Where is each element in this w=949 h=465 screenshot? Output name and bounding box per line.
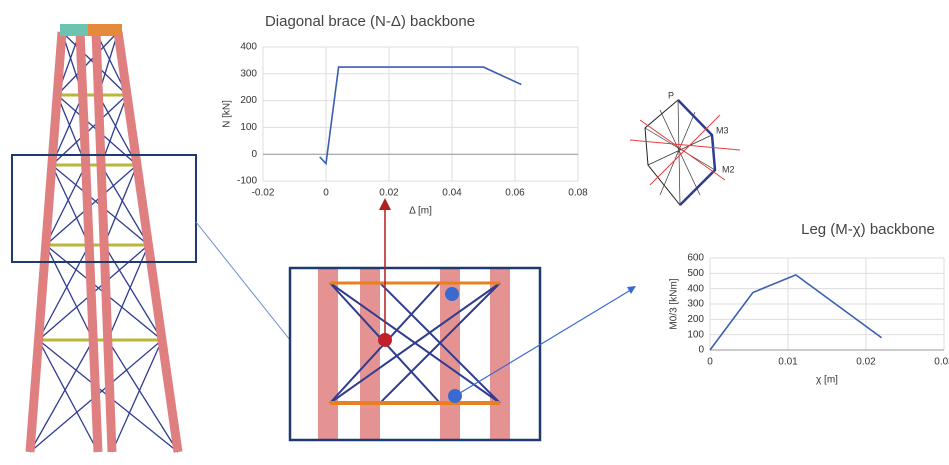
- x-axis-label: χ [m]: [816, 375, 838, 386]
- arrow-head: [379, 198, 391, 210]
- deck: [88, 24, 122, 36]
- data-line: [320, 67, 522, 163]
- y-tick-label: 200: [240, 95, 257, 106]
- x-tick-label: 0: [707, 357, 713, 368]
- y-tick-label: 500: [687, 268, 704, 279]
- y-tick-label: 100: [240, 122, 257, 133]
- diagram-label: P: [668, 90, 674, 100]
- leg: [118, 32, 178, 452]
- x-tick-label: 0.03: [934, 357, 949, 368]
- x-tick-label: 0.01: [778, 357, 798, 368]
- edge: [678, 100, 715, 205]
- leg: [30, 32, 62, 452]
- node: [445, 287, 459, 301]
- x-tick-label: -0.02: [252, 188, 275, 199]
- x-axis-label: Δ [m]: [409, 206, 432, 217]
- y-tick-label: 100: [687, 329, 704, 340]
- leg: [318, 268, 338, 440]
- y-tick-label: 0: [251, 149, 257, 160]
- y-axis-label: N [kN]: [222, 100, 233, 128]
- brace: [112, 340, 162, 452]
- brace: [39, 340, 98, 452]
- mesh: [645, 128, 715, 170]
- x-tick-label: 0.02: [856, 357, 876, 368]
- chart-title: Leg (M-χ) backbone: [801, 221, 935, 238]
- node: [378, 333, 392, 347]
- mesh: [648, 135, 712, 165]
- figure: P M3 M2 Diagonal brace (N-Δ) backbone -10…: [0, 0, 949, 460]
- data-line: [710, 275, 882, 350]
- chart-title: Diagonal brace (N-Δ) backbone: [265, 13, 475, 30]
- mesh: [660, 110, 700, 195]
- x-tick-label: 0: [323, 188, 329, 199]
- brace: [108, 245, 149, 340]
- y-tick-label: -100: [237, 176, 257, 187]
- leg: [490, 268, 510, 440]
- connector: [196, 222, 290, 340]
- deck: [60, 24, 88, 36]
- y-axis-label: M0/3 [kNm]: [669, 278, 680, 329]
- y-tick-label: 600: [687, 253, 704, 264]
- leg: [360, 268, 380, 440]
- y-tick-label: 300: [687, 299, 704, 310]
- page: {"chart_data": [ {"type": "line", "title…: [0, 0, 949, 465]
- y-tick-label: 400: [687, 283, 704, 294]
- arrow-head: [627, 286, 636, 294]
- x-tick-label: 0.08: [568, 188, 588, 199]
- diagram-label: M3: [716, 125, 729, 135]
- y-tick-label: 300: [240, 68, 257, 79]
- diagram-label: M2: [722, 164, 735, 174]
- brace: [104, 165, 137, 245]
- x-tick-label: 0.06: [505, 188, 525, 199]
- mesh: [660, 112, 695, 195]
- y-tick-label: 400: [240, 42, 257, 53]
- illustration: [12, 24, 740, 452]
- y-tick-label: 0: [698, 345, 704, 356]
- y-tick-label: 200: [687, 314, 704, 325]
- x-tick-label: 0.02: [379, 188, 399, 199]
- x-tick-label: 0.04: [442, 188, 462, 199]
